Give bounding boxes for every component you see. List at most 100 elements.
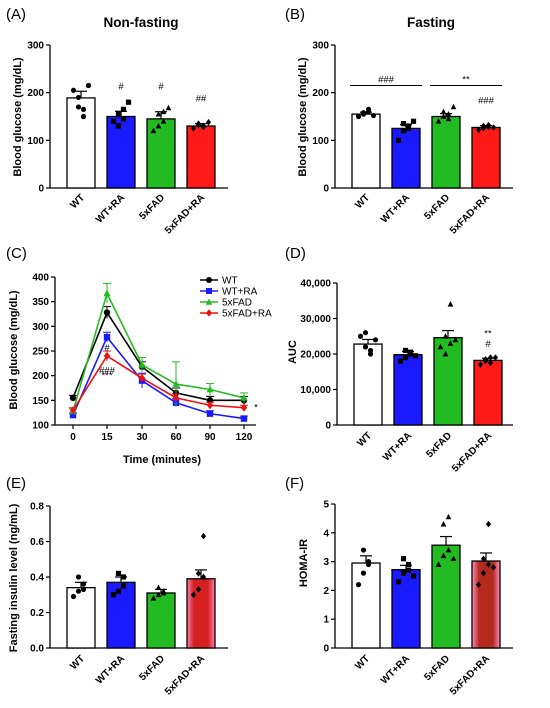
data-point — [475, 126, 482, 134]
y-tick-label: 30,000 — [300, 314, 331, 325]
data-point — [435, 118, 442, 124]
data-point — [442, 333, 449, 339]
data-point — [440, 108, 447, 115]
y-tick-label: 300 — [27, 41, 44, 52]
data-point — [402, 354, 409, 361]
data-point — [80, 586, 87, 593]
data-point — [80, 106, 87, 112]
data-point — [195, 570, 202, 577]
y-tick-label: 400 — [32, 273, 49, 284]
data-point — [440, 521, 447, 527]
y-tick-label: 1 — [323, 615, 329, 626]
x-category-label: WT+RA — [381, 430, 414, 463]
data-point — [138, 360, 146, 368]
data-point — [172, 393, 180, 402]
x-category-label: WT — [353, 192, 372, 211]
x-category-label: 5xFAD — [422, 192, 452, 222]
data-point — [103, 333, 111, 341]
legend-marker — [206, 309, 212, 317]
data-point — [360, 547, 367, 553]
panel-letter: (B) — [285, 6, 305, 23]
data-point — [103, 351, 111, 360]
data-point — [355, 113, 362, 120]
y-axis-title: Blood glucose (mg/dL) — [8, 290, 20, 409]
y-tick-label: 250 — [32, 347, 49, 358]
data-point — [452, 336, 459, 343]
data-point — [206, 410, 214, 417]
data-point — [360, 110, 367, 116]
data-point — [475, 581, 482, 588]
x-category-label: WT — [68, 653, 87, 672]
data-point — [155, 122, 162, 129]
y-tick-label: 0 — [323, 644, 329, 655]
data-point — [447, 340, 454, 346]
data-point — [442, 350, 449, 357]
y-tick-label: 0.0 — [30, 644, 44, 655]
data-point — [115, 570, 122, 577]
data-point — [402, 347, 409, 354]
series-line — [72, 310, 244, 402]
data-point — [120, 583, 127, 589]
y-axis-title: AUC — [287, 340, 299, 364]
panel-letter: (E) — [6, 475, 26, 492]
bar — [393, 354, 423, 426]
significance-label: # — [158, 82, 164, 93]
x-tick-label: 60 — [170, 432, 182, 443]
data-point — [69, 406, 77, 415]
significance-label: *** — [101, 371, 112, 382]
panel-letter: (C) — [6, 245, 27, 262]
bar — [391, 127, 421, 189]
y-tick-label: 0 — [323, 184, 329, 195]
panel-title: Non-fasting — [104, 15, 179, 30]
data-point — [492, 354, 499, 361]
data-point — [75, 574, 82, 580]
legend-label: 5xFAD+RA — [222, 309, 272, 320]
data-point — [397, 358, 404, 364]
data-point — [490, 564, 497, 571]
y-tick-label: 10,000 — [300, 385, 331, 396]
data-point — [407, 349, 414, 355]
data-point — [485, 121, 492, 129]
data-point — [103, 309, 111, 316]
significance-label: ** — [484, 328, 492, 339]
y-axis-title: Blood glucose (mg/dL) — [297, 57, 309, 176]
data-point — [150, 595, 157, 601]
legend-marker — [206, 277, 212, 283]
bar — [146, 592, 176, 649]
data-point — [410, 118, 417, 124]
data-point — [395, 137, 402, 143]
data-point — [400, 570, 407, 576]
data-point — [355, 582, 362, 588]
y-tick-label: 0 — [38, 184, 44, 195]
data-point — [450, 103, 457, 110]
y-tick-label: 0.4 — [30, 573, 44, 584]
data-point — [125, 99, 132, 105]
y-tick-label: 100 — [32, 421, 49, 432]
bracket-label: ### — [378, 75, 395, 86]
panel-d: (D) AUC 0 10,000 20,000 30,000 40,000 WT WT+RA… — [285, 245, 513, 474]
x-tick-label: 90 — [204, 432, 216, 443]
significance-label: # — [104, 343, 110, 354]
y-axis-title: HOMA-IR — [298, 539, 310, 587]
y-tick-label: 0.6 — [30, 537, 44, 548]
data-point — [482, 356, 489, 363]
data-point — [206, 401, 214, 410]
bar — [473, 359, 503, 426]
data-point — [70, 87, 77, 93]
data-point — [400, 121, 407, 127]
data-point — [172, 380, 180, 387]
data-point — [240, 415, 248, 422]
data-point — [370, 112, 377, 119]
bar — [431, 544, 461, 649]
panel-e: (E) Fasting insulin level (ng/mL) 0.0 0.2… — [6, 475, 228, 697]
data-point — [445, 110, 452, 117]
x-category-label: 5xFAD — [137, 192, 167, 222]
bar — [353, 343, 383, 426]
data-point — [367, 351, 374, 357]
data-point — [195, 586, 202, 593]
significance-label: # — [118, 81, 124, 92]
data-point — [160, 108, 167, 115]
bar — [66, 97, 96, 189]
bar — [431, 115, 461, 189]
x-category-label: 5xFAD — [424, 430, 454, 460]
